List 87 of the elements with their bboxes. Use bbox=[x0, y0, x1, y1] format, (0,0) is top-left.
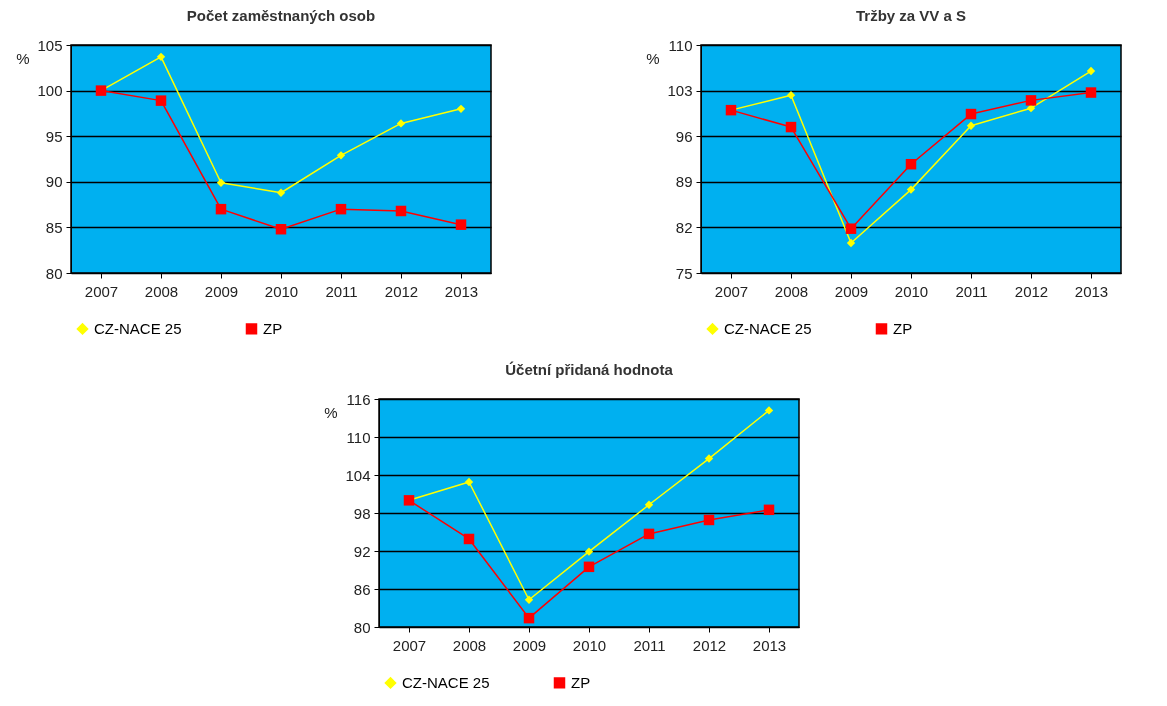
point bbox=[1025, 95, 1037, 106]
point bbox=[395, 205, 407, 217]
point bbox=[155, 95, 167, 106]
y-tick-label: 75 bbox=[675, 264, 693, 282]
point bbox=[643, 528, 655, 540]
point bbox=[905, 158, 917, 170]
y-tick-label: 86 bbox=[353, 580, 371, 598]
y-tick-label: 80 bbox=[45, 264, 63, 282]
point bbox=[786, 90, 796, 100]
x-tick-label: 2007 bbox=[714, 282, 749, 300]
x-tick-label: 2012 bbox=[692, 636, 727, 654]
legend-label: ZP bbox=[893, 319, 913, 337]
chart-title: Tržby za VV a S bbox=[855, 7, 967, 24]
point bbox=[583, 561, 595, 573]
point bbox=[1086, 66, 1096, 76]
point bbox=[523, 612, 535, 624]
y-tick-label: 110 bbox=[668, 36, 693, 54]
point bbox=[906, 185, 916, 194]
x-tick-label: 2009 bbox=[204, 282, 239, 300]
x-tick-label: 2013 bbox=[752, 636, 787, 654]
x-tick-label: 2012 bbox=[384, 282, 419, 300]
y-tick-label: 92 bbox=[353, 542, 371, 560]
point bbox=[336, 151, 346, 160]
y-tick-label: 89 bbox=[675, 173, 693, 191]
x-tick-label: 2008 bbox=[452, 636, 487, 654]
x-tick-label: 2011 bbox=[955, 282, 988, 300]
y-tick-label: 105 bbox=[37, 36, 63, 54]
y-tick-label: 82 bbox=[675, 218, 693, 236]
point bbox=[335, 203, 347, 215]
point bbox=[524, 595, 534, 604]
x-tick-label: 2010 bbox=[572, 636, 607, 654]
point bbox=[156, 52, 166, 62]
y-tick-label: 110 bbox=[346, 428, 371, 446]
legend-label: ZP bbox=[571, 673, 591, 691]
point bbox=[456, 104, 466, 114]
point bbox=[1085, 87, 1097, 98]
point bbox=[966, 121, 976, 130]
point bbox=[215, 203, 227, 215]
point bbox=[845, 223, 857, 234]
x-tick-label: 2011 bbox=[325, 282, 358, 300]
x-tick-label: 2013 bbox=[444, 282, 479, 300]
x-tick-label: 2012 bbox=[1014, 282, 1049, 300]
point bbox=[703, 514, 715, 526]
x-tick-label: 2010 bbox=[264, 282, 299, 300]
y-tick-label: 103 bbox=[667, 82, 693, 100]
y-tick-label: 85 bbox=[45, 218, 63, 236]
y-tick-label: 96 bbox=[675, 127, 693, 145]
chart-title: Účetní přidaná hodnota bbox=[505, 361, 674, 378]
y-tick-label: 80 bbox=[353, 618, 371, 636]
point bbox=[275, 223, 287, 235]
legend-label: CZ-NACE 25 bbox=[94, 319, 182, 337]
x-tick-label: 2007 bbox=[392, 636, 427, 654]
point bbox=[455, 219, 467, 230]
y-axis-title: % bbox=[16, 49, 30, 67]
point bbox=[764, 406, 774, 415]
y-tick-label: 98 bbox=[353, 504, 371, 522]
x-tick-label: 2010 bbox=[894, 282, 929, 300]
x-tick-label: 2007 bbox=[84, 282, 119, 300]
point bbox=[396, 119, 406, 128]
point bbox=[763, 504, 775, 516]
point bbox=[704, 454, 714, 463]
y-axis-title: % bbox=[324, 403, 338, 421]
legend-label: ZP bbox=[263, 319, 283, 337]
y-tick-label: 95 bbox=[45, 127, 63, 145]
legend-label: CZ-NACE 25 bbox=[402, 673, 490, 691]
point bbox=[464, 477, 474, 487]
y-tick-label: 90 bbox=[45, 173, 63, 191]
x-tick-label: 2008 bbox=[774, 282, 809, 300]
point bbox=[965, 108, 977, 120]
point bbox=[846, 238, 856, 248]
y-tick-label: 116 bbox=[346, 390, 371, 408]
point bbox=[276, 188, 286, 197]
x-tick-label: 2009 bbox=[834, 282, 869, 300]
x-tick-label: 2011 bbox=[633, 636, 666, 654]
x-tick-label: 2009 bbox=[512, 636, 547, 654]
legend-label: CZ-NACE 25 bbox=[724, 319, 812, 337]
chart-title: Počet zaměstnaných osob bbox=[186, 7, 376, 24]
point bbox=[785, 121, 797, 133]
x-tick-label: 2013 bbox=[1074, 282, 1109, 300]
x-tick-label: 2008 bbox=[144, 282, 179, 300]
point bbox=[644, 500, 654, 509]
y-axis-title: % bbox=[646, 49, 660, 67]
point bbox=[584, 547, 594, 556]
y-tick-label: 104 bbox=[345, 466, 371, 484]
y-tick-label: 100 bbox=[37, 82, 63, 100]
point bbox=[463, 533, 475, 545]
point bbox=[216, 178, 226, 187]
